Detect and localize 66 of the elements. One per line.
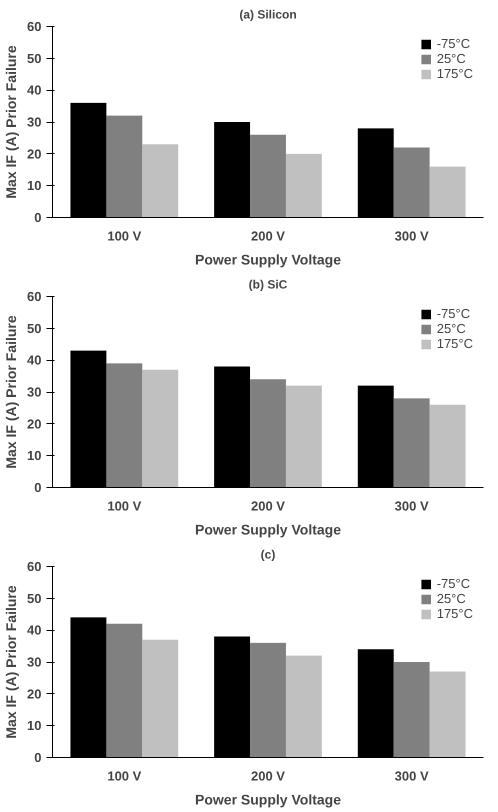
bar (286, 656, 322, 758)
x-tick-label: 200 V (251, 228, 286, 244)
bar (250, 642, 286, 758)
legend-label: 25°C (436, 321, 466, 336)
chart-title: (c) (260, 548, 276, 562)
x-tick-label: 100 V (107, 228, 142, 244)
x-tick-label: 300 V (394, 228, 429, 244)
y-tick-label: 60 (27, 19, 42, 34)
x-tick-label: 100 V (107, 498, 142, 514)
legend-label: -75°C (436, 36, 470, 51)
bar (430, 166, 466, 218)
bar (106, 624, 142, 758)
y-tick-label: 0 (34, 750, 42, 765)
y-tick-label: 10 (27, 718, 42, 734)
x-tick-label: 100 V (107, 768, 142, 784)
y-axis-title: Max IF (A) Prior Failure (3, 585, 20, 739)
x-tick-label: 300 V (394, 498, 429, 514)
bar (394, 662, 430, 758)
legend-label: 175°C (436, 606, 473, 621)
chart-title: (a) Silicon (239, 8, 297, 22)
y-tick-label: 50 (27, 50, 42, 66)
y-tick-label: 20 (27, 146, 42, 162)
y-tick-label: 30 (27, 114, 42, 130)
y-tick-label: 50 (27, 320, 42, 336)
y-tick-label: 40 (27, 352, 42, 368)
bar (286, 386, 322, 488)
bar (394, 398, 430, 488)
legend-label: -75°C (436, 576, 470, 591)
y-tick-label: 30 (27, 384, 42, 400)
bar (142, 370, 178, 488)
x-axis-title: Power Supply Voltage (195, 792, 342, 808)
x-axis-title: Power Supply Voltage (195, 252, 342, 268)
y-tick-label: 20 (27, 416, 42, 432)
bar (430, 672, 466, 758)
y-axis-title: Max IF (A) Prior Failure (3, 315, 20, 469)
legend-label: 25°C (436, 591, 466, 606)
y-tick-label: 60 (27, 289, 42, 304)
y-tick-label: 10 (27, 448, 42, 464)
legend-label: 175°C (436, 66, 473, 81)
y-tick-label: 20 (27, 686, 42, 702)
legend-label: -75°C (436, 306, 470, 321)
bar (250, 379, 286, 488)
y-tick-label: 60 (27, 559, 42, 574)
legend-label: 25°C (436, 51, 466, 66)
bar (106, 363, 142, 488)
x-tick-label: 200 V (251, 498, 286, 514)
legend-label: 175°C (436, 336, 473, 351)
y-axis-title: Max IF (A) Prior Failure (3, 45, 20, 199)
bar (142, 640, 178, 758)
bar (250, 134, 286, 218)
x-tick-label: 200 V (251, 768, 286, 784)
y-tick-label: 0 (34, 480, 42, 495)
bar (394, 147, 430, 218)
y-tick-label: 40 (27, 622, 42, 638)
bar (430, 404, 466, 488)
chart-title: (b) SiC (248, 278, 288, 292)
y-tick-label: 0 (34, 210, 42, 225)
y-tick-label: 30 (27, 654, 42, 670)
y-tick-label: 10 (27, 178, 42, 194)
bar (106, 116, 142, 218)
bar (142, 144, 178, 218)
x-tick-label: 300 V (394, 768, 429, 784)
bar (286, 154, 322, 218)
y-tick-label: 50 (27, 590, 42, 606)
y-tick-label: 40 (27, 82, 42, 98)
x-axis-title: Power Supply Voltage (195, 522, 342, 538)
